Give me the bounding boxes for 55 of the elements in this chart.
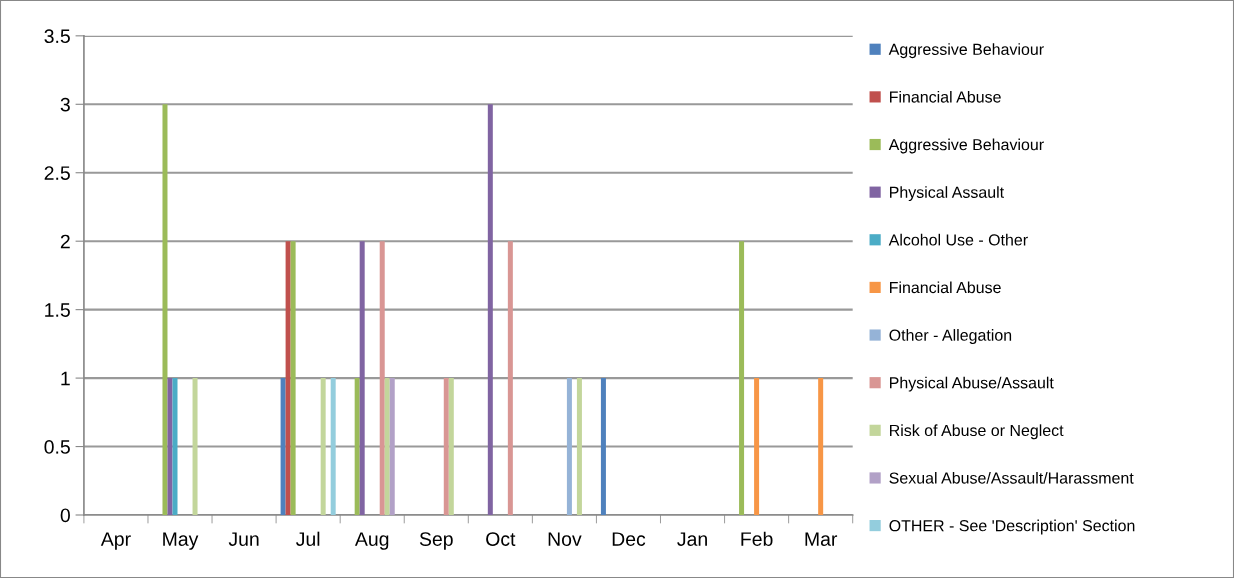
legend-label: Financial Abuse bbox=[890, 281, 1001, 294]
y-tick-label: 3 bbox=[60, 97, 70, 112]
y-tick-label: 0.5 bbox=[44, 440, 70, 454]
x-tick-label: Mar bbox=[805, 532, 838, 546]
y-tick-label: 3.5 bbox=[44, 29, 70, 44]
legend-label: Physical Assault bbox=[890, 186, 1004, 202]
x-tick-label: Dec bbox=[612, 532, 646, 546]
bar bbox=[600, 378, 606, 515]
bar bbox=[754, 378, 760, 515]
bar bbox=[285, 241, 291, 515]
legend-label: Physical Abuse/Assault bbox=[890, 376, 1054, 392]
x-tick-label: Oct bbox=[486, 532, 516, 546]
legend-label: OTHER - See 'Description' Section bbox=[889, 519, 1135, 535]
x-tick-label: Feb bbox=[741, 531, 773, 546]
x-tick-label: Nov bbox=[548, 532, 582, 546]
bar bbox=[443, 378, 449, 515]
x-tick-label: Sep bbox=[419, 532, 453, 550]
bar bbox=[162, 104, 168, 515]
bar bbox=[818, 378, 824, 515]
legend-label: Financial Abuse bbox=[890, 90, 1001, 103]
bar bbox=[354, 378, 360, 515]
bar bbox=[172, 378, 178, 515]
bar bbox=[507, 241, 513, 515]
bar bbox=[320, 378, 326, 515]
x-tick-label: Apr bbox=[100, 532, 131, 550]
x-tick-label: May bbox=[163, 532, 199, 550]
bar bbox=[290, 241, 296, 515]
legend-label: Aggressive Behaviour bbox=[888, 43, 1044, 59]
bar bbox=[167, 378, 173, 515]
legend-label: Other - Allegation bbox=[889, 329, 1012, 344]
y-tick-label: 1 bbox=[61, 371, 70, 386]
y-tick-label: 1.5 bbox=[45, 303, 70, 317]
legend-label: Sexual Abuse/Assault/Harassment bbox=[889, 471, 1134, 484]
bar bbox=[330, 378, 336, 515]
bar bbox=[448, 378, 454, 515]
y-tick-label: 0 bbox=[60, 508, 70, 523]
x-tick-label: Jun bbox=[228, 532, 259, 546]
legend-label: Aggressive Behaviour bbox=[888, 138, 1044, 154]
bar bbox=[739, 241, 745, 515]
bar bbox=[576, 378, 582, 515]
bar bbox=[384, 378, 390, 515]
bar bbox=[359, 241, 365, 515]
y-tick-label: 2 bbox=[60, 234, 70, 249]
legend-label: Risk of Abuse or Neglect bbox=[890, 424, 1064, 440]
bar bbox=[280, 378, 286, 515]
bar bbox=[389, 378, 395, 515]
bar bbox=[379, 241, 385, 515]
y-tick-label: 2.5 bbox=[44, 166, 70, 180]
bar bbox=[487, 104, 493, 515]
bar bbox=[192, 378, 198, 515]
bar bbox=[566, 378, 572, 515]
x-tick-label: Aug bbox=[354, 532, 389, 550]
x-tick-label: Jul bbox=[296, 531, 320, 546]
x-tick-label: Jan bbox=[677, 532, 707, 546]
legend-label: Alcohol Use - Other bbox=[888, 233, 1028, 246]
